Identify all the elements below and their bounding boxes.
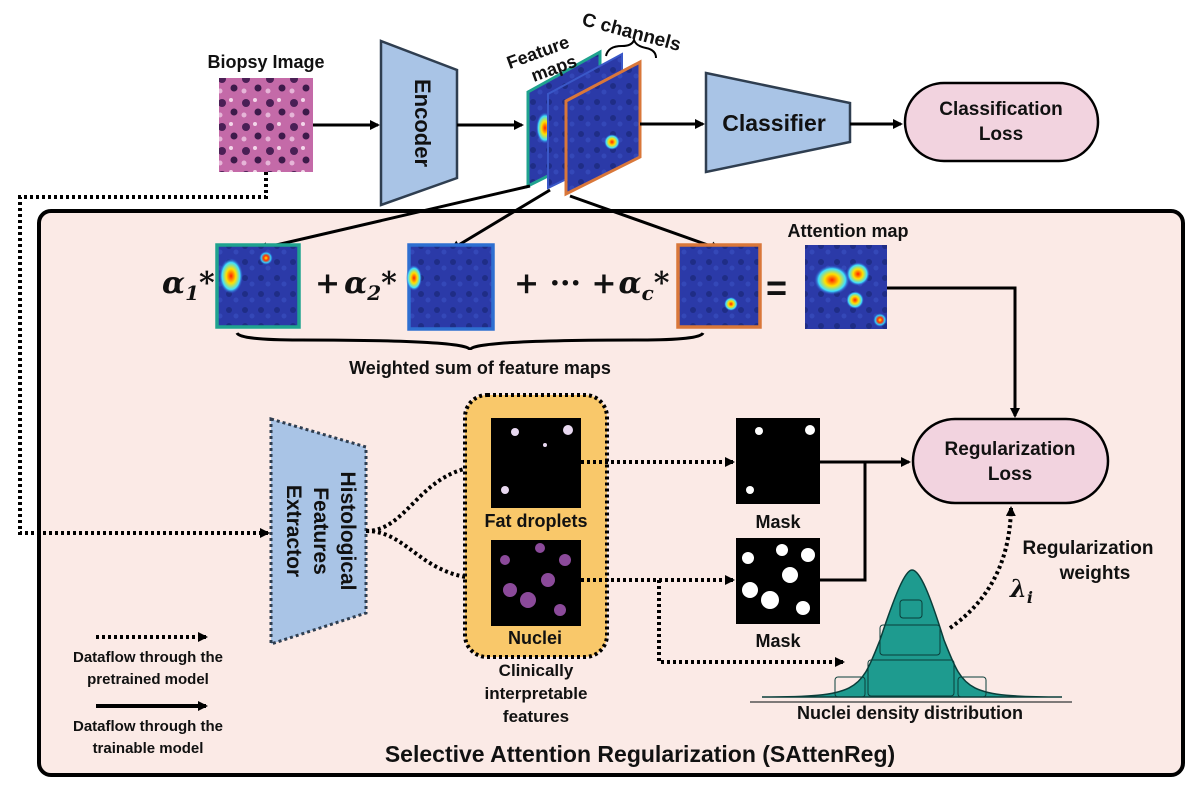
regularization-loss-label-1: Regularization bbox=[945, 439, 1076, 460]
nucleus-blob-5 bbox=[535, 543, 545, 553]
legend-solid-label-2: trainable model bbox=[93, 740, 204, 757]
arrow-to-map-2 bbox=[450, 188, 551, 251]
dotted-arrow-distribution-to-reg-loss bbox=[948, 506, 1016, 630]
nucleus-blob-7 bbox=[500, 555, 510, 565]
feature-map-c-hotspot bbox=[604, 134, 620, 150]
nuclei-mask-blob-3 bbox=[782, 567, 798, 583]
mask-label-2: Mask bbox=[755, 631, 801, 651]
nuclei-label: Nuclei bbox=[508, 628, 562, 648]
encoder-block bbox=[379, 39, 459, 207]
nuclei-mask-blob-2 bbox=[761, 591, 779, 609]
feature-map-c-tile bbox=[676, 243, 762, 329]
nucleus-blob-4 bbox=[559, 554, 571, 566]
feature-map-2-tile bbox=[407, 243, 495, 331]
map-2-hotspot bbox=[406, 265, 422, 291]
fat-droplet-blob-4 bbox=[543, 443, 547, 447]
weighted-sum-brace bbox=[235, 331, 705, 351]
extractor-label-2: Features bbox=[309, 487, 332, 575]
nucleus-blob-1 bbox=[503, 583, 517, 597]
dotted-arrow-to-nuclei bbox=[365, 529, 490, 584]
feature-map-stack bbox=[526, 49, 642, 197]
map-1-hotspot-small bbox=[259, 251, 273, 265]
biopsy-image-label: Biopsy Image bbox=[207, 52, 324, 72]
fat-droplets-label: Fat droplets bbox=[484, 511, 587, 531]
nuclei-mask-blob-6 bbox=[796, 601, 810, 615]
classifier-label: Classifier bbox=[722, 110, 826, 136]
distribution-cell-2 bbox=[879, 624, 941, 656]
nuclei-mask-blob-1 bbox=[742, 582, 758, 598]
extractor-label-1: Histological bbox=[336, 471, 359, 590]
alpha-2-term: + α2* bbox=[315, 266, 397, 305]
extractor-block bbox=[269, 416, 368, 647]
attention-hotspot-1 bbox=[814, 265, 850, 295]
map-1-hotspot bbox=[219, 258, 243, 294]
attention-hotspot-4 bbox=[873, 313, 887, 327]
fat-mask-blob-2 bbox=[805, 425, 815, 435]
fat-droplet-blob-2 bbox=[563, 425, 573, 435]
nuclei-distribution-curve bbox=[761, 569, 1063, 698]
distribution-cell-5 bbox=[957, 676, 987, 698]
arrow-to-map-c bbox=[569, 194, 721, 252]
fat-mask-blob-3 bbox=[746, 486, 754, 494]
attention-map-label: Attention map bbox=[788, 221, 909, 241]
arrow-nuclei-mask-to-reg-loss bbox=[820, 462, 867, 582]
feature-map-c bbox=[564, 59, 642, 197]
distribution-cell-4 bbox=[834, 676, 866, 698]
regularization-loss-label-2: Loss bbox=[988, 464, 1032, 485]
classification-loss-label-2: Loss bbox=[979, 124, 1023, 145]
sattenreg-title: Selective Attention Regularization (SAtt… bbox=[385, 741, 895, 767]
map-c-hotspot bbox=[724, 297, 738, 311]
fat-droplet-blob-3 bbox=[501, 486, 509, 494]
dotted-arrow-image-to-extractor bbox=[18, 172, 270, 538]
alpha-c-term: + ··· +αc* bbox=[514, 266, 670, 305]
regularization-loss-box bbox=[911, 417, 1110, 505]
channels-label: C channels bbox=[580, 9, 683, 56]
equals-sign: = bbox=[766, 267, 787, 308]
legend-solid-label-1: Dataflow through the bbox=[73, 718, 223, 735]
encoder-label: Encoder bbox=[410, 79, 435, 167]
nucleus-blob-2 bbox=[520, 592, 536, 608]
classifier-block bbox=[704, 71, 852, 174]
classification-loss-box bbox=[903, 81, 1100, 163]
mask-label-1: Mask bbox=[755, 512, 801, 532]
dotted-arrow-nuclei-to-distribution bbox=[657, 580, 845, 667]
weighted-sum-label: Weighted sum of feature maps bbox=[349, 358, 611, 378]
biopsy-image bbox=[219, 78, 313, 172]
arrow-to-map-1 bbox=[257, 184, 531, 253]
distribution-cell-3 bbox=[867, 659, 955, 697]
legend-dotted-label-1: Dataflow through the bbox=[73, 649, 223, 666]
channels-brace bbox=[605, 36, 657, 59]
alpha-1-term: α1* bbox=[162, 266, 215, 305]
nucleus-blob-3 bbox=[541, 573, 555, 587]
nucleus-blob-6 bbox=[554, 604, 566, 616]
arrow-attention-to-reg-loss bbox=[887, 286, 1020, 418]
classification-loss-label-1: Classification bbox=[939, 99, 1063, 120]
legend-dotted-label-2: pretrained model bbox=[87, 671, 209, 688]
fat-droplet-blob-1 bbox=[511, 428, 519, 436]
nuclei-mask-blob-4 bbox=[801, 548, 815, 562]
lambda-symbol: λi bbox=[1009, 574, 1033, 607]
attention-hotspot-2 bbox=[846, 262, 870, 286]
nuclei-image bbox=[491, 540, 581, 626]
nuclei-mask-blob-7 bbox=[742, 552, 754, 564]
nuclei-mask-blob-5 bbox=[776, 544, 788, 556]
extractor-label-3: Extractor bbox=[282, 485, 305, 577]
distribution-cell-1 bbox=[899, 599, 923, 619]
attention-hotspot-3 bbox=[846, 291, 864, 309]
reg-weights-label-2: weights bbox=[1059, 563, 1131, 584]
features-caption-3: features bbox=[503, 707, 569, 726]
fat-mask-blob-1 bbox=[755, 427, 763, 435]
features-caption-1: Clinically bbox=[499, 661, 574, 680]
reg-weights-label-1: Regularization bbox=[1023, 538, 1154, 559]
distribution-label: Nuclei density distribution bbox=[797, 703, 1023, 723]
features-caption-2: interpretable bbox=[485, 684, 588, 703]
